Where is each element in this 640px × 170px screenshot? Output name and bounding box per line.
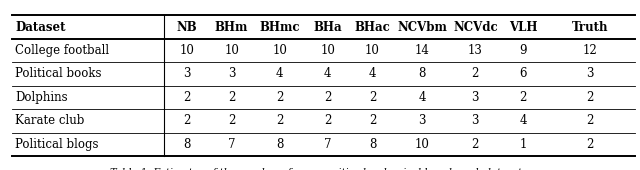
Text: 2: 2 bbox=[276, 91, 284, 104]
Text: 10: 10 bbox=[224, 44, 239, 57]
Text: 2: 2 bbox=[520, 91, 527, 104]
Text: 4: 4 bbox=[520, 114, 527, 127]
Text: 9: 9 bbox=[520, 44, 527, 57]
Text: 3: 3 bbox=[472, 114, 479, 127]
Text: 7: 7 bbox=[324, 138, 332, 151]
Text: 2: 2 bbox=[183, 91, 190, 104]
Text: 14: 14 bbox=[415, 44, 429, 57]
Text: Political blogs: Political blogs bbox=[15, 138, 99, 151]
Text: 12: 12 bbox=[583, 44, 598, 57]
Text: NCVbm: NCVbm bbox=[397, 21, 447, 33]
Text: 2: 2 bbox=[587, 114, 594, 127]
Text: 2: 2 bbox=[472, 67, 479, 80]
Text: 2: 2 bbox=[369, 114, 376, 127]
Text: 2: 2 bbox=[228, 114, 236, 127]
Text: 2: 2 bbox=[276, 114, 284, 127]
Text: Dolphins: Dolphins bbox=[15, 91, 68, 104]
Text: 3: 3 bbox=[228, 67, 236, 80]
Text: 2: 2 bbox=[228, 91, 236, 104]
Text: 2: 2 bbox=[183, 114, 190, 127]
Text: Truth: Truth bbox=[572, 21, 609, 33]
Text: 1: 1 bbox=[520, 138, 527, 151]
Text: 3: 3 bbox=[472, 91, 479, 104]
Text: 8: 8 bbox=[369, 138, 376, 151]
Text: 10: 10 bbox=[272, 44, 287, 57]
Text: 10: 10 bbox=[415, 138, 429, 151]
Text: 3: 3 bbox=[183, 67, 191, 80]
Text: Table 1: Estimates of the number of communities by classical benchmark datasets.: Table 1: Estimates of the number of comm… bbox=[110, 168, 530, 170]
Text: 2: 2 bbox=[472, 138, 479, 151]
Text: 3: 3 bbox=[586, 67, 594, 80]
Text: 3: 3 bbox=[419, 114, 426, 127]
Text: 2: 2 bbox=[324, 114, 332, 127]
Text: 4: 4 bbox=[419, 91, 426, 104]
Text: 2: 2 bbox=[369, 91, 376, 104]
Text: 13: 13 bbox=[468, 44, 483, 57]
Text: 2: 2 bbox=[587, 138, 594, 151]
Text: 8: 8 bbox=[183, 138, 190, 151]
Text: Dataset: Dataset bbox=[15, 21, 66, 33]
Text: BHac: BHac bbox=[355, 21, 390, 33]
Text: 4: 4 bbox=[369, 67, 376, 80]
Text: 2: 2 bbox=[587, 91, 594, 104]
Text: 2: 2 bbox=[324, 91, 332, 104]
Text: College football: College football bbox=[15, 44, 109, 57]
Text: 7: 7 bbox=[228, 138, 236, 151]
Text: NB: NB bbox=[177, 21, 197, 33]
Text: 8: 8 bbox=[276, 138, 284, 151]
Text: BHm: BHm bbox=[215, 21, 248, 33]
Text: NCVdc: NCVdc bbox=[453, 21, 498, 33]
Text: 10: 10 bbox=[365, 44, 380, 57]
Text: BHmc: BHmc bbox=[259, 21, 300, 33]
Text: VLH: VLH bbox=[509, 21, 538, 33]
Text: 8: 8 bbox=[419, 67, 426, 80]
Text: 10: 10 bbox=[320, 44, 335, 57]
Text: Karate club: Karate club bbox=[15, 114, 84, 127]
Text: 6: 6 bbox=[520, 67, 527, 80]
Text: 10: 10 bbox=[179, 44, 194, 57]
Text: BHa: BHa bbox=[313, 21, 342, 33]
Text: Political books: Political books bbox=[15, 67, 102, 80]
Text: 4: 4 bbox=[276, 67, 284, 80]
Text: 4: 4 bbox=[324, 67, 332, 80]
